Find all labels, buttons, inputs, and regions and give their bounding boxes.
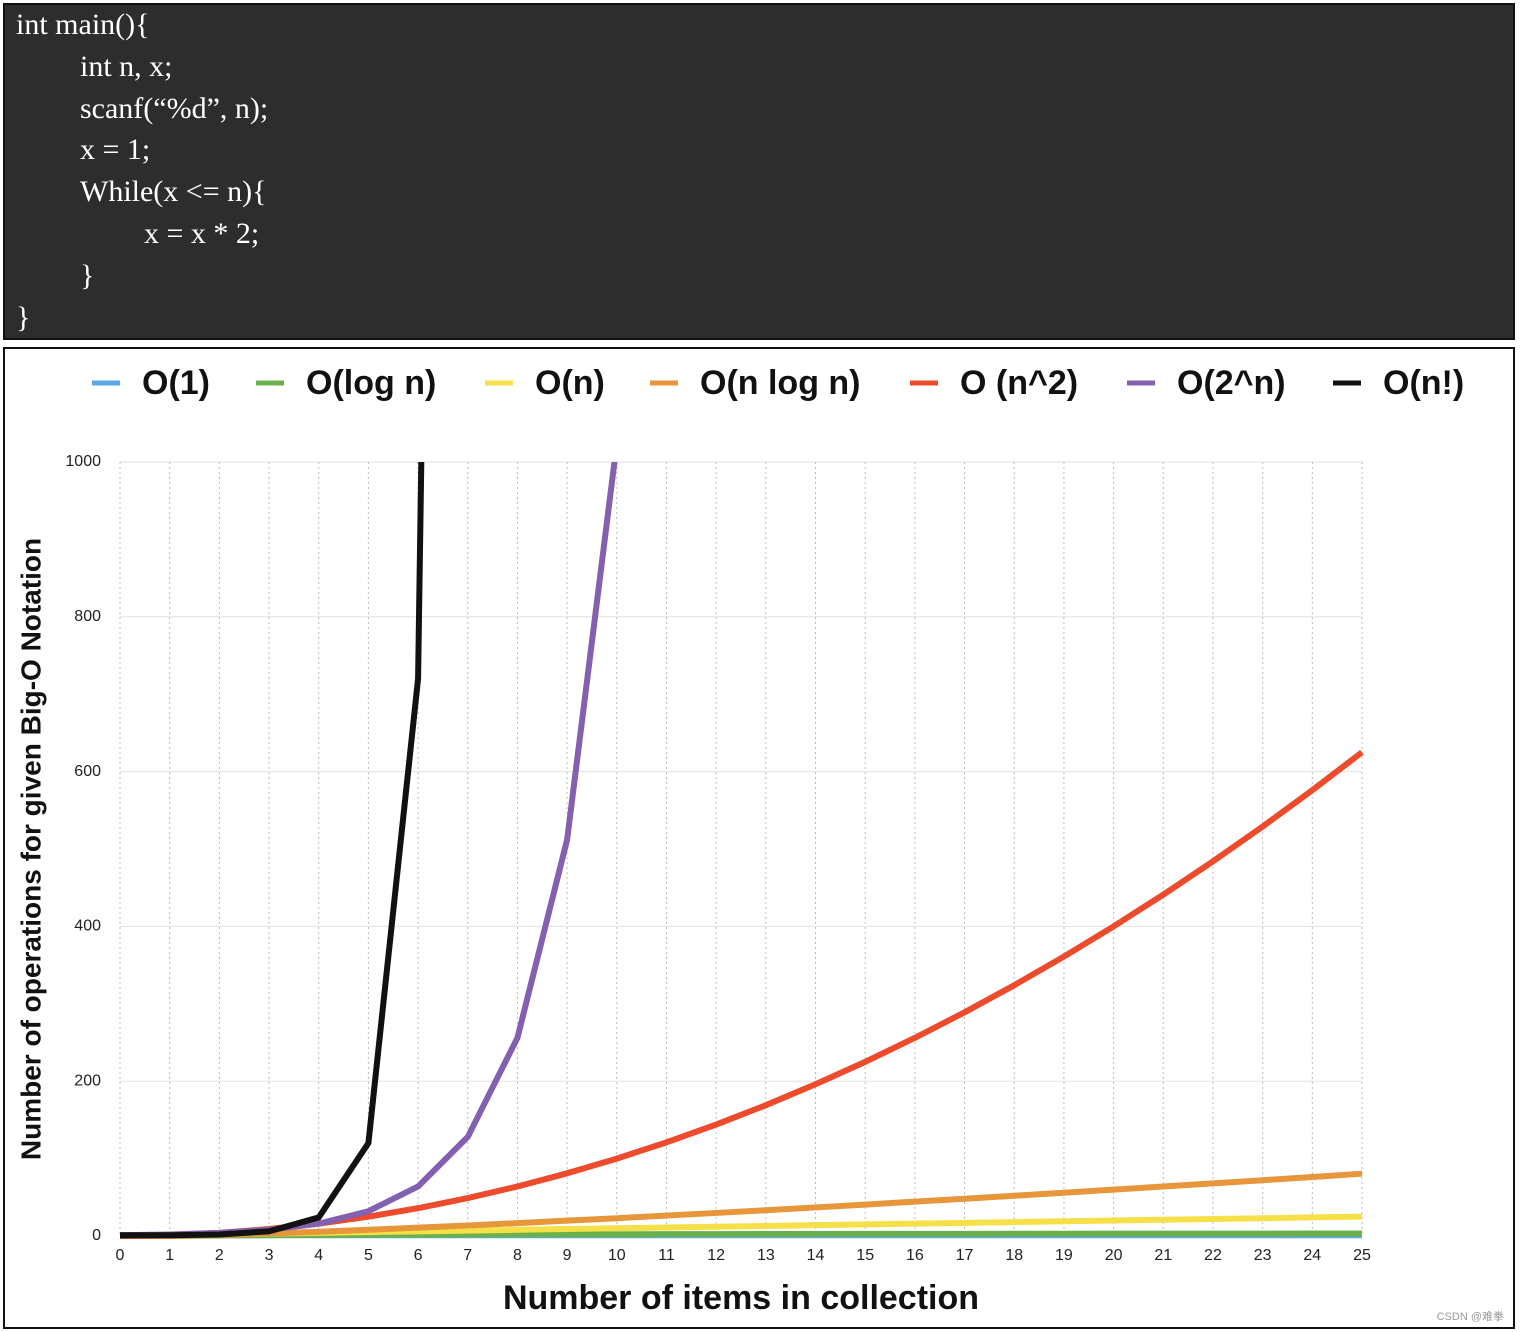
y-tick-label: 200 <box>74 1072 101 1089</box>
x-tick-label: 20 <box>1105 1247 1123 1264</box>
legend-label: O(n) <box>535 364 605 402</box>
x-tick-label: 17 <box>956 1247 974 1264</box>
legend-label: O(1) <box>142 364 210 402</box>
x-tick-label: 7 <box>463 1247 472 1264</box>
x-tick-label: 4 <box>314 1247 323 1264</box>
code-line: x = 1; <box>80 133 150 166</box>
x-tick-label: 3 <box>265 1247 274 1264</box>
x-tick-label: 14 <box>807 1247 825 1264</box>
x-tick-label: 10 <box>608 1247 626 1264</box>
x-axis-label: Number of items in collection <box>503 1279 979 1317</box>
code-line: } <box>80 259 94 292</box>
legend-label: O(log n) <box>306 364 436 402</box>
x-tick-label: 2 <box>215 1247 224 1264</box>
watermark: CSDN @难拳 <box>1437 1309 1504 1323</box>
legend-label: O(2^n) <box>1177 364 1286 402</box>
code-line: scanf(“%d”, n); <box>80 92 268 125</box>
x-tick-label: 13 <box>757 1247 775 1264</box>
code-line: While(x <= n){ <box>80 175 267 208</box>
x-tick-label: 22 <box>1204 1247 1222 1264</box>
x-tick-label: 8 <box>513 1247 522 1264</box>
series-line <box>120 462 425 1239</box>
x-tick-label: 24 <box>1303 1247 1321 1264</box>
y-tick-label: 800 <box>74 608 101 625</box>
x-tick-label: 25 <box>1353 1247 1371 1264</box>
x-tick-label: 15 <box>856 1247 874 1264</box>
y-axis-label: Number of operations for given Big-O Not… <box>15 538 46 1160</box>
x-tick-label: 6 <box>414 1247 423 1264</box>
x-tick-label: 11 <box>658 1247 675 1264</box>
legend-label: O(n!) <box>1383 364 1464 402</box>
x-tick-label: 1 <box>165 1247 174 1264</box>
code-line: int n, x; <box>80 50 173 83</box>
x-tick-label: 0 <box>116 1247 125 1264</box>
legend-label: O(n log n) <box>700 364 861 402</box>
x-tick-label: 9 <box>563 1247 572 1264</box>
plot <box>119 462 1364 1239</box>
x-tick-label: 23 <box>1254 1247 1272 1264</box>
y-tick-label: 1000 <box>65 453 101 470</box>
legend-label: O (n^2) <box>960 364 1078 402</box>
x-tick-label: 5 <box>364 1247 373 1264</box>
x-tick-label: 16 <box>906 1247 924 1264</box>
x-tick-label: 19 <box>1055 1247 1073 1264</box>
code-line: } <box>16 301 30 334</box>
legend: O(1) O(log n) O(n) O(n log n) O (n^2) O(2^n) O… <box>92 364 1464 402</box>
y-tick-label: 400 <box>74 918 101 935</box>
y-tick-label: 0 <box>92 1227 101 1244</box>
code-line: x = x * 2; <box>144 217 259 250</box>
x-tick-label: 18 <box>1005 1247 1023 1264</box>
y-tick-label: 600 <box>74 763 101 780</box>
code-line: int main(){ <box>16 8 150 41</box>
x-tick-label: 12 <box>707 1247 725 1264</box>
x-tick-label: 21 <box>1154 1247 1172 1264</box>
code-block <box>3 3 1515 340</box>
series-line <box>120 1170 1363 1239</box>
